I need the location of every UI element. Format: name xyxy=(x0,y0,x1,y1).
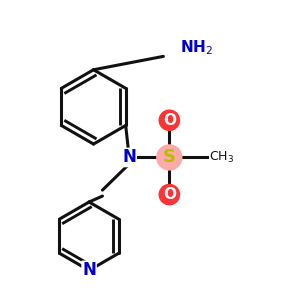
Text: NH$_2$: NH$_2$ xyxy=(180,38,213,57)
Text: O: O xyxy=(163,187,176,202)
Circle shape xyxy=(159,110,179,130)
Text: CH$_3$: CH$_3$ xyxy=(208,150,234,165)
Text: S: S xyxy=(163,148,176,166)
Text: N: N xyxy=(82,261,96,279)
Text: O: O xyxy=(163,113,176,128)
Circle shape xyxy=(159,184,179,205)
Text: N: N xyxy=(122,148,136,166)
Circle shape xyxy=(157,145,182,170)
